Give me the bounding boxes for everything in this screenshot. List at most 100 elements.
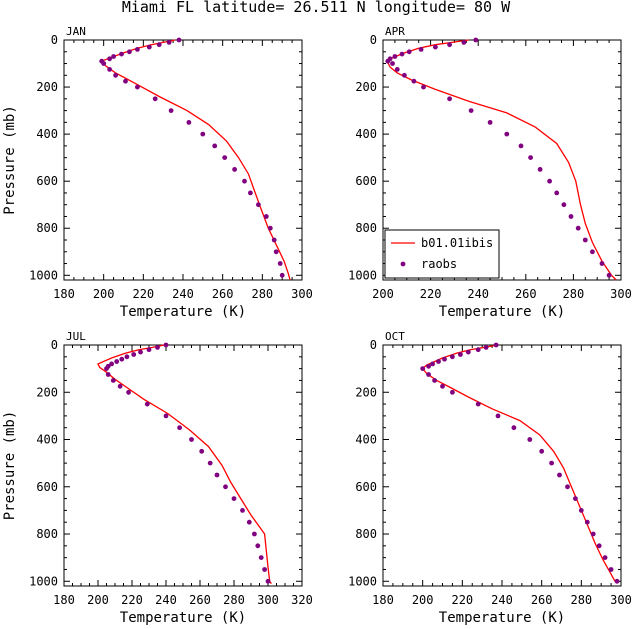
y-tick-label: 600 [355, 174, 377, 188]
x-tick-label: 280 [223, 593, 245, 607]
data-point-raobs [176, 37, 182, 43]
data-point-raobs [156, 42, 162, 48]
data-point-raobs [163, 342, 169, 348]
data-point-raobs [465, 349, 471, 355]
data-point-raobs [418, 47, 424, 52]
data-point-raobs [447, 96, 452, 102]
x-tick-label: 200 [372, 287, 394, 301]
data-point-raobs [124, 354, 130, 360]
data-point-raobs [186, 120, 192, 125]
data-point-raobs [511, 425, 517, 431]
x-tick-label: 220 [420, 287, 442, 301]
data-point-raobs [126, 49, 132, 55]
data-point-raobs [189, 437, 194, 442]
data-point-raobs [200, 131, 206, 137]
y-tick-label: 200 [355, 80, 377, 94]
data-point-raobs [537, 167, 543, 172]
x-tick-label: 180 [53, 287, 75, 301]
x-tick-label: 200 [93, 287, 115, 301]
data-point-raobs [252, 531, 257, 537]
panels: JAN 180 200 220 240 260 280 300 0 200 400 600 800 100… [2, 25, 632, 626]
data-point-raobs [104, 366, 109, 371]
data-point-raobs [232, 167, 238, 172]
data-point-raobs [155, 345, 160, 350]
data-point-raobs [119, 356, 125, 362]
data-point-raobs [575, 225, 581, 231]
data-point-raobs [146, 347, 152, 353]
data-point-raobs [468, 108, 474, 113]
data-point-raobs [602, 555, 608, 560]
y-tick-label: 400 [355, 127, 377, 141]
y-tick-label: 200 [355, 385, 377, 399]
data-point-raobs [433, 44, 438, 50]
legend-marker-raobs [400, 261, 406, 267]
data-point-raobs [199, 448, 205, 454]
x-tick-label: 300 [610, 593, 632, 607]
y-tick-label: 1000 [348, 574, 377, 588]
data-point-raobs [105, 372, 111, 377]
data-point-raobs [590, 531, 596, 537]
data-point-raobs [263, 214, 269, 219]
y-tick-label: 200 [36, 385, 58, 399]
x-tick-label: 300 [291, 287, 313, 301]
x-tick-label: 260 [515, 287, 537, 301]
data-point-raobs [117, 383, 123, 389]
data-point-raobs [144, 401, 150, 407]
data-point-raobs [101, 61, 107, 66]
data-point-raobs [273, 249, 279, 255]
data-point-raobs [177, 425, 183, 431]
y-tick-label: 0 [370, 338, 377, 352]
data-point-raobs [568, 214, 574, 219]
data-point-raobs [578, 508, 584, 513]
data-point-raobs [584, 519, 590, 525]
series-line-model [100, 39, 291, 281]
data-point-raobs [262, 567, 267, 572]
data-point-raobs [240, 508, 245, 513]
panel-label: APR [385, 25, 405, 38]
y-tick-label: 1000 [348, 268, 377, 282]
data-point-raobs [599, 261, 605, 266]
data-point-raobs [107, 67, 112, 72]
data-point-raobs [258, 555, 264, 560]
plot-frame [382, 344, 622, 587]
panel-jan: JAN 180 200 220 240 260 280 300 0 200 400 600 800 100… [2, 25, 313, 320]
x-tick-label: 300 [257, 593, 279, 607]
plot-frame [63, 39, 303, 281]
x-tick-label: 200 [412, 593, 434, 607]
legend-label-raobs: raobs [421, 257, 457, 271]
data-point-raobs [131, 352, 137, 357]
y-tick-label: 800 [355, 221, 377, 235]
data-point-raobs [504, 131, 510, 137]
data-point-raobs [606, 272, 612, 278]
data-point-raobs [590, 249, 595, 255]
data-point-raobs [461, 40, 467, 45]
y-tick-label: 0 [51, 338, 58, 352]
data-point-raobs [527, 437, 533, 442]
data-point-raobs [493, 342, 499, 348]
y-tick-label: 600 [36, 480, 58, 494]
x-tick-label: 320 [291, 593, 313, 607]
x-tick-label: 260 [212, 287, 234, 301]
data-point-raobs [267, 225, 273, 231]
x-tick-label: 240 [172, 287, 194, 301]
data-point-raobs [614, 578, 620, 584]
data-point-raobs [518, 143, 524, 149]
data-point-raobs [557, 472, 562, 478]
data-point-raobs [458, 352, 463, 357]
data-point-raobs [110, 378, 116, 383]
data-point-raobs [126, 389, 131, 395]
data-point-raobs [223, 484, 228, 490]
panel-oct: OCT 180 200 220 240 260 280 300 0 200 400 600 800 100… [348, 330, 632, 626]
data-point-raobs [402, 72, 407, 78]
legend: b01.01ibis raobs [384, 229, 500, 279]
x-tick-label: 220 [121, 593, 143, 607]
y-tick-label: 0 [370, 33, 377, 47]
legend-box [384, 229, 500, 279]
data-point-raobs [394, 67, 400, 72]
x-tick-label: 240 [491, 593, 513, 607]
data-point-raobs [549, 460, 554, 466]
data-point-raobs [392, 54, 398, 59]
data-point-raobs [166, 40, 172, 45]
data-point-raobs [277, 261, 283, 266]
